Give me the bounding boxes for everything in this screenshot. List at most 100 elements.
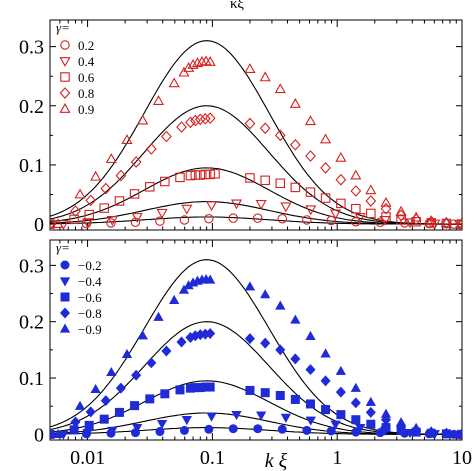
data-point	[260, 388, 270, 398]
data-point	[90, 170, 102, 181]
data-point	[185, 170, 196, 181]
data-point	[155, 216, 165, 226]
data-point	[70, 416, 81, 428]
data-point	[70, 205, 81, 217]
data-point	[185, 116, 196, 129]
theory-curve	[50, 201, 462, 225]
legend-label: 0.9	[78, 102, 94, 117]
legend-marker	[60, 292, 70, 302]
data-point	[380, 414, 392, 426]
data-point	[290, 353, 301, 365]
data-point	[335, 173, 347, 186]
data-point	[85, 194, 97, 207]
data-point	[244, 333, 255, 345]
data-point	[289, 98, 301, 108]
data-point	[160, 389, 170, 399]
data-point	[335, 151, 347, 162]
data-point	[114, 407, 124, 417]
data-point	[244, 117, 256, 130]
y-tick-label: 0.3	[19, 37, 44, 59]
data-point	[121, 134, 133, 144]
data-point	[259, 122, 271, 135]
data-point	[260, 289, 271, 299]
data-point	[205, 274, 216, 284]
data-point	[320, 375, 331, 387]
data-point	[260, 337, 271, 349]
data-point	[130, 401, 140, 411]
data-point	[52, 428, 64, 439]
data-point	[205, 328, 216, 340]
data-point	[245, 385, 255, 395]
data-point	[199, 112, 211, 125]
data-point	[105, 153, 117, 163]
data-point	[205, 382, 215, 392]
data-point	[131, 369, 142, 381]
data-point	[106, 216, 118, 226]
theory-curve	[50, 259, 462, 435]
data-point	[320, 162, 331, 174]
data-point	[115, 382, 126, 394]
data-point	[425, 215, 437, 226]
data-point	[175, 172, 185, 183]
legend-marker	[59, 103, 71, 113]
data-point	[305, 330, 316, 340]
legend-title: γ=	[56, 240, 70, 255]
legend-label: 0.4	[78, 54, 95, 69]
data-point	[380, 202, 392, 215]
data-point	[410, 422, 422, 432]
data-point	[320, 348, 331, 358]
data-point	[169, 294, 180, 304]
data-point	[146, 357, 157, 369]
data-point	[155, 427, 165, 437]
data-point	[302, 425, 312, 435]
data-point	[85, 406, 96, 418]
plot-area	[50, 40, 462, 230]
data-point	[145, 182, 155, 192]
y-tick-label: 0	[34, 424, 44, 446]
legend-title: γ=	[56, 20, 70, 35]
data-point	[351, 203, 361, 214]
plot-area	[50, 259, 462, 440]
data-point	[210, 169, 220, 179]
data-point	[253, 424, 263, 434]
theory-curve	[50, 321, 462, 435]
data-point	[179, 425, 189, 435]
data-point	[84, 420, 94, 430]
data-point	[336, 198, 346, 209]
data-point	[305, 364, 316, 376]
data-point	[274, 129, 286, 142]
data-point	[336, 410, 346, 420]
data-point	[280, 413, 292, 423]
data-point	[375, 217, 385, 228]
data-point	[380, 196, 392, 207]
y-tick-label: 0.2	[19, 96, 44, 118]
theory-curve	[50, 167, 462, 225]
data-point	[326, 215, 336, 226]
data-point	[137, 114, 149, 125]
data-point	[100, 182, 112, 195]
data-point	[289, 138, 301, 151]
data-point	[321, 405, 331, 415]
data-point	[275, 300, 286, 310]
legend-marker	[59, 307, 71, 319]
data-point	[161, 345, 172, 357]
legend-label: −0.9	[78, 322, 102, 337]
data-point	[275, 178, 286, 189]
panel-top: 00.10.20.3γ=0.20.40.60.80.9	[19, 19, 463, 236]
data-point	[365, 406, 376, 418]
data-point	[305, 150, 316, 162]
data-point	[320, 193, 331, 203]
data-point	[305, 416, 316, 426]
y-tick-label: 0.1	[19, 368, 44, 390]
data-point	[181, 416, 192, 426]
data-point	[74, 400, 86, 410]
legend-label: −0.6	[78, 290, 102, 305]
y-tick-label: 0.3	[19, 255, 44, 277]
data-point	[153, 311, 164, 321]
data-point	[130, 156, 142, 168]
data-point	[161, 130, 172, 143]
data-point	[351, 415, 361, 425]
data-point	[50, 218, 56, 230]
data-point	[396, 215, 406, 225]
